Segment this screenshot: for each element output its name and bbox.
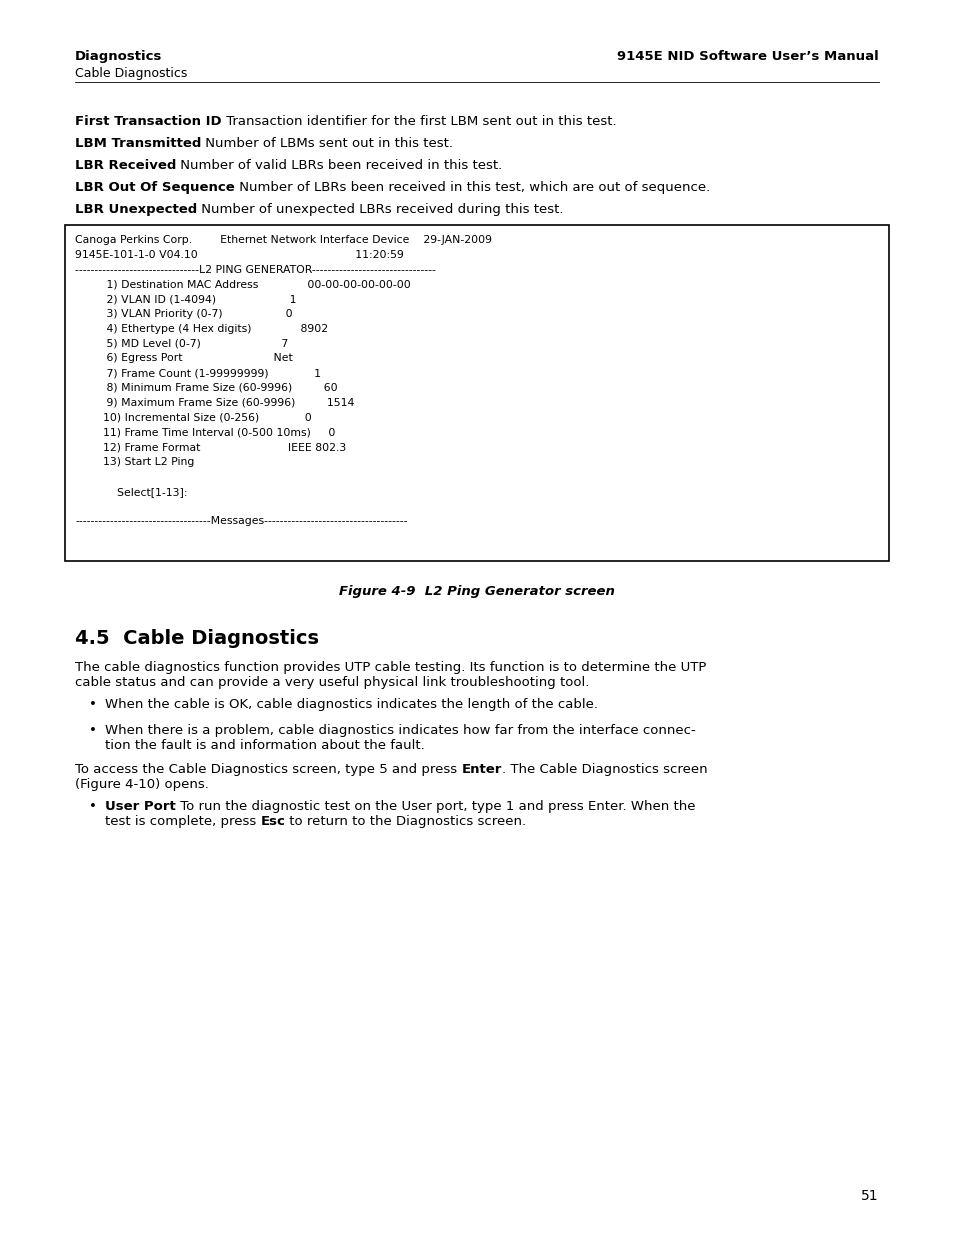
Text: Select[1-13]:: Select[1-13]: <box>75 487 188 496</box>
Text: 3) VLAN Priority (0-7)                  0: 3) VLAN Priority (0-7) 0 <box>75 309 293 319</box>
Text: User Port: User Port <box>105 800 175 813</box>
Text: tion the fault is and information about the fault.: tion the fault is and information about … <box>105 739 424 752</box>
Text: When there is a problem, cable diagnostics indicates how far from the interface : When there is a problem, cable diagnosti… <box>105 724 695 737</box>
Text: test is complete, press: test is complete, press <box>105 815 260 827</box>
Text: 8) Minimum Frame Size (60-9996)         60: 8) Minimum Frame Size (60-9996) 60 <box>75 383 337 393</box>
Text: 5) MD Level (0-7)                       7: 5) MD Level (0-7) 7 <box>75 338 288 348</box>
Text: The cable diagnostics function provides UTP cable testing. Its function is to de: The cable diagnostics function provides … <box>75 661 705 674</box>
Text: LBR Unexpected: LBR Unexpected <box>75 203 197 216</box>
Text: 12) Frame Format                         IEEE 802.3: 12) Frame Format IEEE 802.3 <box>75 442 346 452</box>
Text: Esc: Esc <box>260 815 285 827</box>
Text: •: • <box>89 698 97 711</box>
Text: 4.5  Cable Diagnostics: 4.5 Cable Diagnostics <box>75 629 318 648</box>
Text: 2) VLAN ID (1-4094)                     1: 2) VLAN ID (1-4094) 1 <box>75 294 296 304</box>
Text: LBR Received: LBR Received <box>75 159 176 172</box>
Text: 1) Destination MAC Address              00-00-00-00-00-00: 1) Destination MAC Address 00-00-00-00-0… <box>75 279 411 289</box>
Text: 9) Maximum Frame Size (60-9996)         1514: 9) Maximum Frame Size (60-9996) 1514 <box>75 398 354 408</box>
Text: 10) Incremental Size (0-256)             0: 10) Incremental Size (0-256) 0 <box>75 412 312 422</box>
Text: Number of LBRs been received in this test, which are out of sequence.: Number of LBRs been received in this tes… <box>234 182 709 194</box>
Text: 11) Frame Time Interval (0-500 10ms)     0: 11) Frame Time Interval (0-500 10ms) 0 <box>75 427 335 437</box>
Text: To run the diagnostic test on the User port, type 1 and press Enter. When the: To run the diagnostic test on the User p… <box>175 800 695 813</box>
Text: Canoga Perkins Corp.        Ethernet Network Interface Device    29-JAN-2009: Canoga Perkins Corp. Ethernet Network In… <box>75 235 492 245</box>
Text: Diagnostics: Diagnostics <box>75 49 162 63</box>
Text: Cable Diagnostics: Cable Diagnostics <box>75 67 187 80</box>
Text: •: • <box>89 800 97 813</box>
Text: LBR Out Of Sequence: LBR Out Of Sequence <box>75 182 234 194</box>
Text: 6) Egress Port                          Net: 6) Egress Port Net <box>75 353 293 363</box>
Text: Number of unexpected LBRs received during this test.: Number of unexpected LBRs received durin… <box>197 203 563 216</box>
Text: Enter: Enter <box>461 763 501 776</box>
Text: to return to the Diagnostics screen.: to return to the Diagnostics screen. <box>285 815 526 827</box>
Text: . The Cable Diagnostics screen: . The Cable Diagnostics screen <box>501 763 706 776</box>
Text: cable status and can provide a very useful physical link troubleshooting tool.: cable status and can provide a very usef… <box>75 676 589 689</box>
Text: First Transaction ID: First Transaction ID <box>75 115 221 128</box>
Text: When the cable is OK, cable diagnostics indicates the length of the cable.: When the cable is OK, cable diagnostics … <box>105 698 598 711</box>
Text: 13) Start L2 Ping: 13) Start L2 Ping <box>75 457 194 467</box>
Text: To access the Cable Diagnostics screen, type 5 and press: To access the Cable Diagnostics screen, … <box>75 763 461 776</box>
Text: 4) Ethertype (4 Hex digits)              8902: 4) Ethertype (4 Hex digits) 8902 <box>75 324 328 333</box>
Text: Transaction identifier for the first LBM sent out in this test.: Transaction identifier for the first LBM… <box>221 115 616 128</box>
Bar <box>65 225 888 561</box>
Text: --------------------------------L2 PING GENERATOR-------------------------------: --------------------------------L2 PING … <box>75 264 436 274</box>
Text: 51: 51 <box>861 1189 878 1203</box>
Text: •: • <box>89 724 97 737</box>
Text: Number of LBMs sent out in this test.: Number of LBMs sent out in this test. <box>201 137 453 149</box>
Text: Number of valid LBRs been received in this test.: Number of valid LBRs been received in th… <box>176 159 502 172</box>
Text: (Figure 4-10) opens.: (Figure 4-10) opens. <box>75 778 209 790</box>
Text: Figure 4-9  L2 Ping Generator screen: Figure 4-9 L2 Ping Generator screen <box>338 585 615 598</box>
Text: LBM Transmitted: LBM Transmitted <box>75 137 201 149</box>
Text: -----------------------------------Messages-------------------------------------: -----------------------------------Messa… <box>75 516 407 526</box>
Text: 7) Frame Count (1-99999999)             1: 7) Frame Count (1-99999999) 1 <box>75 368 320 378</box>
Text: 9145E-101-1-0 V04.10                                             11:20:59: 9145E-101-1-0 V04.10 11:20:59 <box>75 249 403 259</box>
Text: 9145E NID Software User’s Manual: 9145E NID Software User’s Manual <box>617 49 878 63</box>
